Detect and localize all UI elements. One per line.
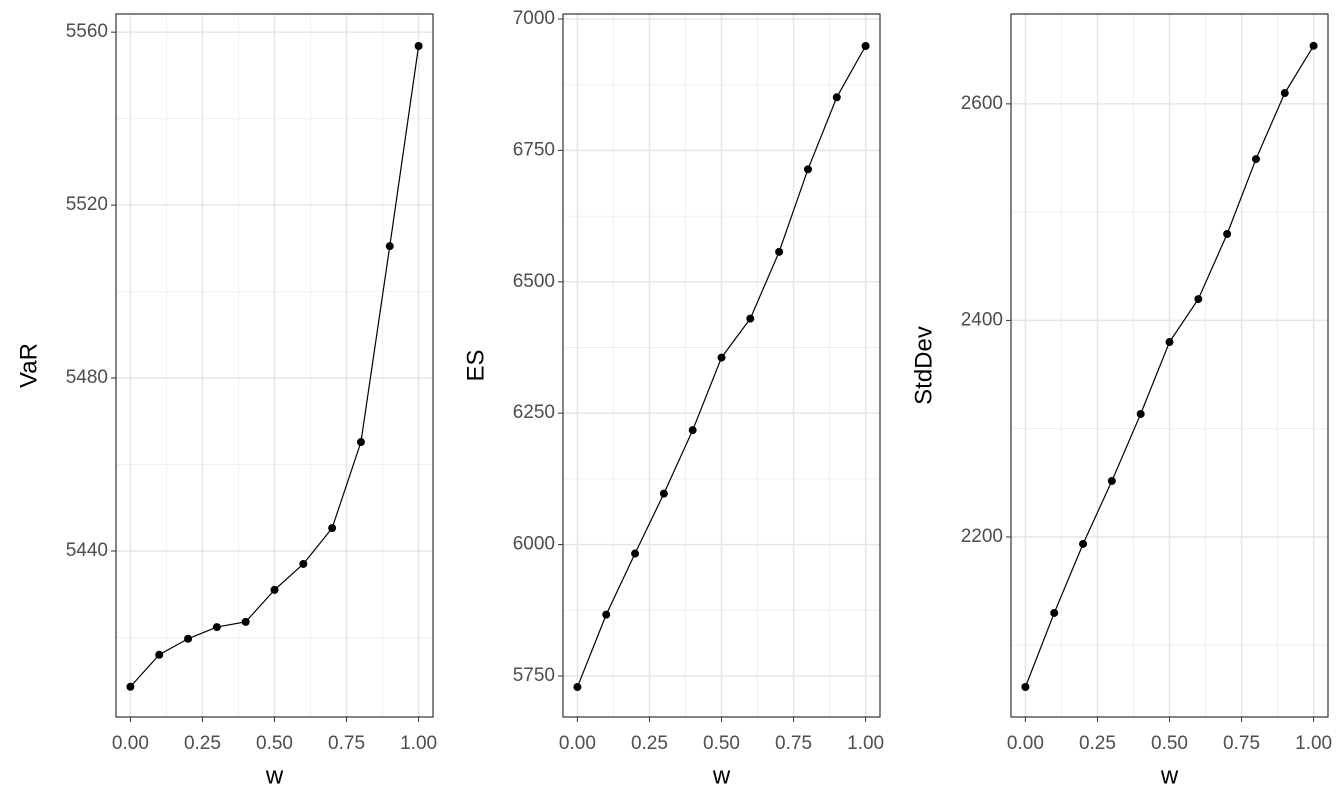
- x-tick-label: 0.50: [1151, 733, 1188, 754]
- x-tick-label: 0.00: [112, 733, 149, 754]
- panel-border: [562, 13, 881, 718]
- x-tick-label: 0.50: [256, 733, 293, 754]
- x-tick-label: 1.00: [400, 733, 437, 754]
- data-point: [717, 353, 726, 362]
- data-point: [212, 623, 221, 632]
- data-point: [328, 524, 337, 533]
- x-tick-label: 0.25: [184, 733, 221, 754]
- x-tick-label: 1.00: [847, 733, 884, 754]
- data-point: [1107, 476, 1116, 485]
- x-tick-label: 0.00: [559, 733, 596, 754]
- y-tick-label: 6000: [513, 534, 555, 555]
- data-point: [241, 617, 250, 626]
- y-axis-label: ES: [462, 349, 489, 381]
- y-tick-label: 5440: [66, 540, 108, 561]
- y-tick-label: 6750: [513, 139, 555, 160]
- panel-border: [115, 13, 434, 718]
- data-point: [385, 242, 394, 251]
- data-point: [270, 585, 279, 594]
- y-tick-label: 5480: [66, 367, 108, 388]
- y-tick-label: 2200: [961, 526, 1003, 547]
- y-axis-label: VaR: [15, 343, 42, 388]
- x-tick-label: 0.75: [1223, 733, 1260, 754]
- data-point: [803, 165, 812, 174]
- y-tick-label: 7000: [513, 8, 555, 29]
- data-point: [1223, 230, 1232, 239]
- data-point: [775, 247, 784, 256]
- x-tick-label: 0.50: [703, 733, 740, 754]
- x-tick-label: 0.00: [1007, 733, 1044, 754]
- data-point: [155, 650, 164, 659]
- data-point: [1079, 539, 1088, 548]
- data-point: [861, 42, 870, 51]
- data-point: [1165, 338, 1174, 347]
- data-point: [832, 93, 841, 102]
- data-point: [688, 426, 697, 435]
- x-tick-label: 1.00: [1295, 733, 1332, 754]
- x-axis-label: w: [1160, 762, 1179, 789]
- x-tick-label: 0.25: [631, 733, 668, 754]
- data-point: [659, 489, 668, 498]
- data-point: [1280, 89, 1289, 98]
- y-tick-label: 6500: [513, 271, 555, 292]
- y-tick-label: 6250: [513, 402, 555, 423]
- data-point: [126, 682, 135, 691]
- x-axis-label: w: [712, 762, 731, 789]
- data-point: [414, 41, 423, 50]
- data-point: [1194, 295, 1203, 304]
- data-point: [1309, 41, 1318, 50]
- data-point: [573, 683, 582, 692]
- x-tick-label: 0.75: [328, 733, 365, 754]
- data-point: [184, 634, 193, 643]
- y-tick-label: 2400: [961, 309, 1003, 330]
- data-point: [1251, 155, 1260, 164]
- data-point: [356, 438, 365, 447]
- data-point: [299, 559, 308, 568]
- data-point: [1050, 608, 1059, 617]
- x-tick-label: 0.75: [775, 733, 812, 754]
- panel-border: [1010, 13, 1329, 718]
- y-tick-label: 5560: [66, 21, 108, 42]
- y-tick-label: 5520: [66, 194, 108, 215]
- y-tick-label: 5750: [513, 665, 555, 686]
- data-point: [631, 549, 640, 558]
- x-tick-label: 0.25: [1079, 733, 1116, 754]
- y-tick-label: 2600: [961, 93, 1003, 114]
- data-point: [746, 314, 755, 323]
- y-axis-label: StdDev: [910, 326, 937, 405]
- data-point: [1021, 683, 1030, 692]
- data-point: [1136, 409, 1145, 418]
- data-point: [602, 610, 611, 619]
- x-axis-label: w: [265, 762, 284, 789]
